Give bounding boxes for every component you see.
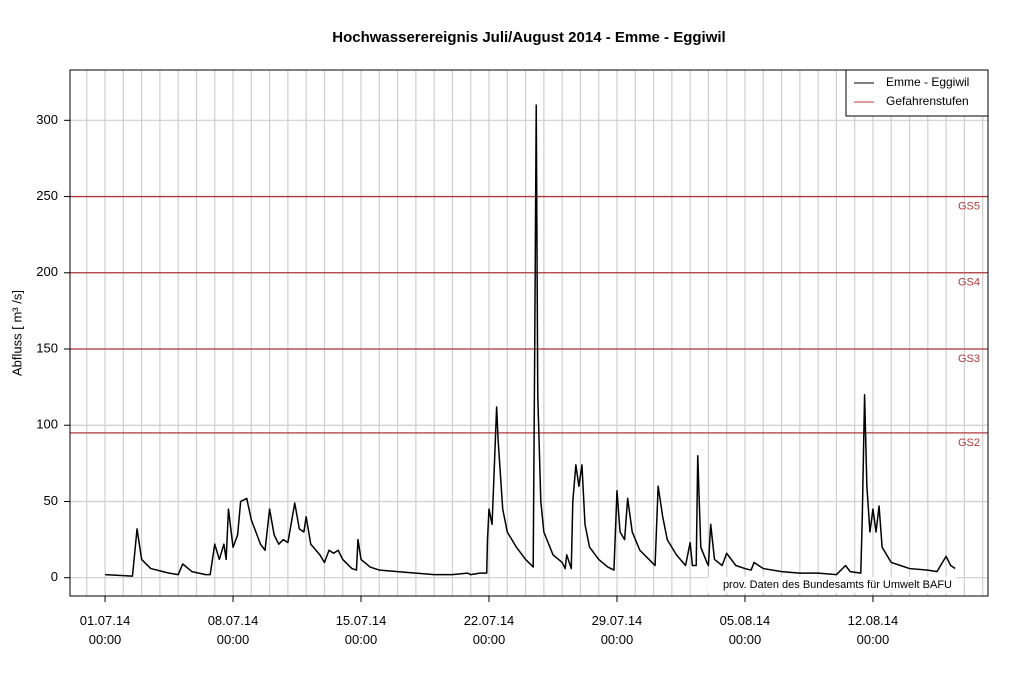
y-tick-label: 300 bbox=[36, 112, 58, 127]
chart-title: Hochwasserereignis Juli/August 2014 - Em… bbox=[332, 29, 725, 46]
annotation-box bbox=[708, 577, 956, 593]
plot-frame bbox=[69, 69, 989, 597]
legend-label: Gefahrenstufen bbox=[886, 94, 969, 108]
x-tick-label: 12.08.14 00:00 bbox=[847, 613, 899, 647]
hazard-label: GS3 bbox=[958, 353, 980, 365]
y-tick-label: 0 bbox=[51, 569, 58, 584]
x-tick-label: 08.07.14 00:00 bbox=[207, 613, 259, 647]
x-tick-label: 15.07.14 00:00 bbox=[335, 613, 387, 647]
y-tick-label: 50 bbox=[44, 493, 58, 508]
x-tick-label: 01.07.14 00:00 bbox=[79, 613, 131, 647]
y-tick-label: 100 bbox=[36, 417, 58, 432]
legend-box bbox=[845, 69, 989, 117]
data-line bbox=[104, 104, 956, 577]
y-axis-label: Abfluss [ m³ /s] bbox=[9, 290, 24, 376]
y-tick-label: 250 bbox=[36, 188, 58, 203]
hazard-label: GS2 bbox=[958, 437, 980, 449]
hazard-label: GS5 bbox=[958, 200, 980, 212]
x-tick-label: 05.08.14 00:00 bbox=[719, 613, 771, 647]
x-tick-label: 22.07.14 00:00 bbox=[463, 613, 515, 647]
hazard-label: GS4 bbox=[958, 277, 980, 289]
legend-label: Emme - Eggiwil bbox=[886, 75, 969, 89]
y-tick-label: 150 bbox=[36, 340, 58, 355]
x-tick-label: 29.07.14 00:00 bbox=[591, 613, 643, 647]
annotation: prov. Daten des Bundesamts für Umwelt BA… bbox=[723, 579, 952, 591]
y-tick-label: 200 bbox=[36, 264, 58, 279]
